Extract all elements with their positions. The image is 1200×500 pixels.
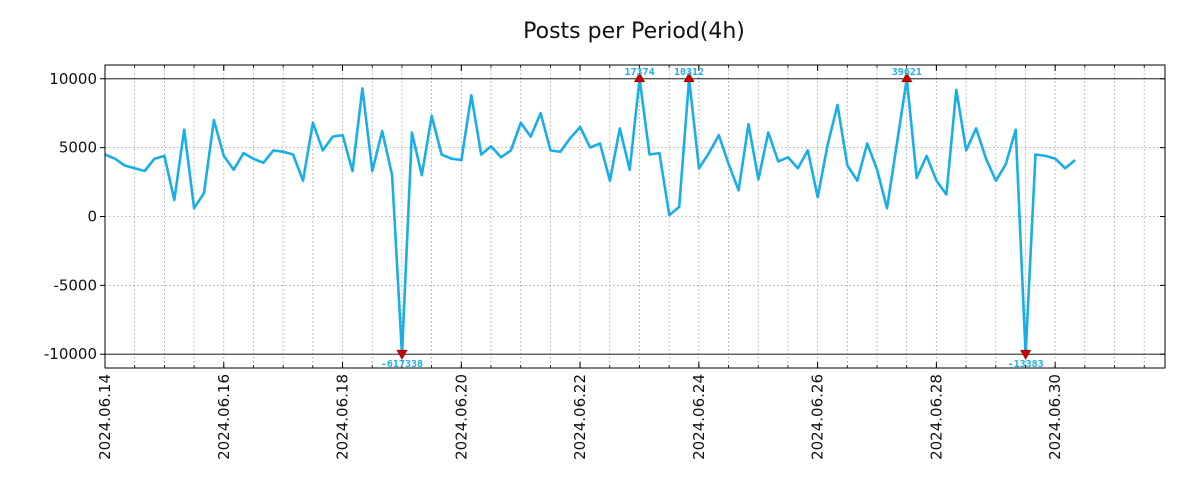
- x-tick-label: 2024.06.16: [215, 374, 233, 460]
- plot-area: [104, 77, 1076, 356]
- x-tick-label: 2024.06.20: [452, 374, 470, 460]
- chart-title: Posts per Period(4h): [523, 19, 745, 44]
- peak-value-label: -13383: [1008, 359, 1044, 370]
- x-tick-label: 2024.06.14: [96, 374, 114, 460]
- grid: [104, 65, 1165, 368]
- peak-marker: [901, 72, 913, 83]
- axes: 10000 5000 0 -5000 -10000 2024.06.14 2024.06.1…: [44, 64, 1166, 460]
- y-tick-label: 0: [87, 208, 97, 226]
- peak-value-label: 10312: [674, 67, 704, 78]
- y-tick-label: 10000: [49, 70, 97, 88]
- x-tick-label: 2024.06.22: [571, 374, 589, 460]
- peak-marker: [683, 72, 695, 83]
- peak-marker: [1020, 349, 1032, 360]
- x-tick-label: 2024.06.28: [927, 374, 945, 460]
- peak-value-label: 17374: [625, 67, 655, 78]
- y-tick-label: -10000: [44, 345, 97, 363]
- x-tick-label: 2024.06.26: [809, 374, 827, 460]
- peak-value-label: 39621: [892, 67, 922, 78]
- annotations: -617338 17374 10312 39621 -13383: [381, 67, 1044, 370]
- peak-marker: [396, 349, 408, 360]
- posts-series-line: [104, 77, 1076, 356]
- x-tick-label: 2024.06.24: [690, 374, 708, 460]
- y-tick-label: -5000: [53, 276, 97, 294]
- peak-marker: [634, 72, 646, 83]
- y-tick-label: 5000: [59, 139, 97, 157]
- peak-value-label: -617338: [381, 359, 423, 370]
- x-tick-label: 2024.06.30: [1046, 374, 1064, 460]
- x-tick-label: 2024.06.18: [334, 374, 352, 460]
